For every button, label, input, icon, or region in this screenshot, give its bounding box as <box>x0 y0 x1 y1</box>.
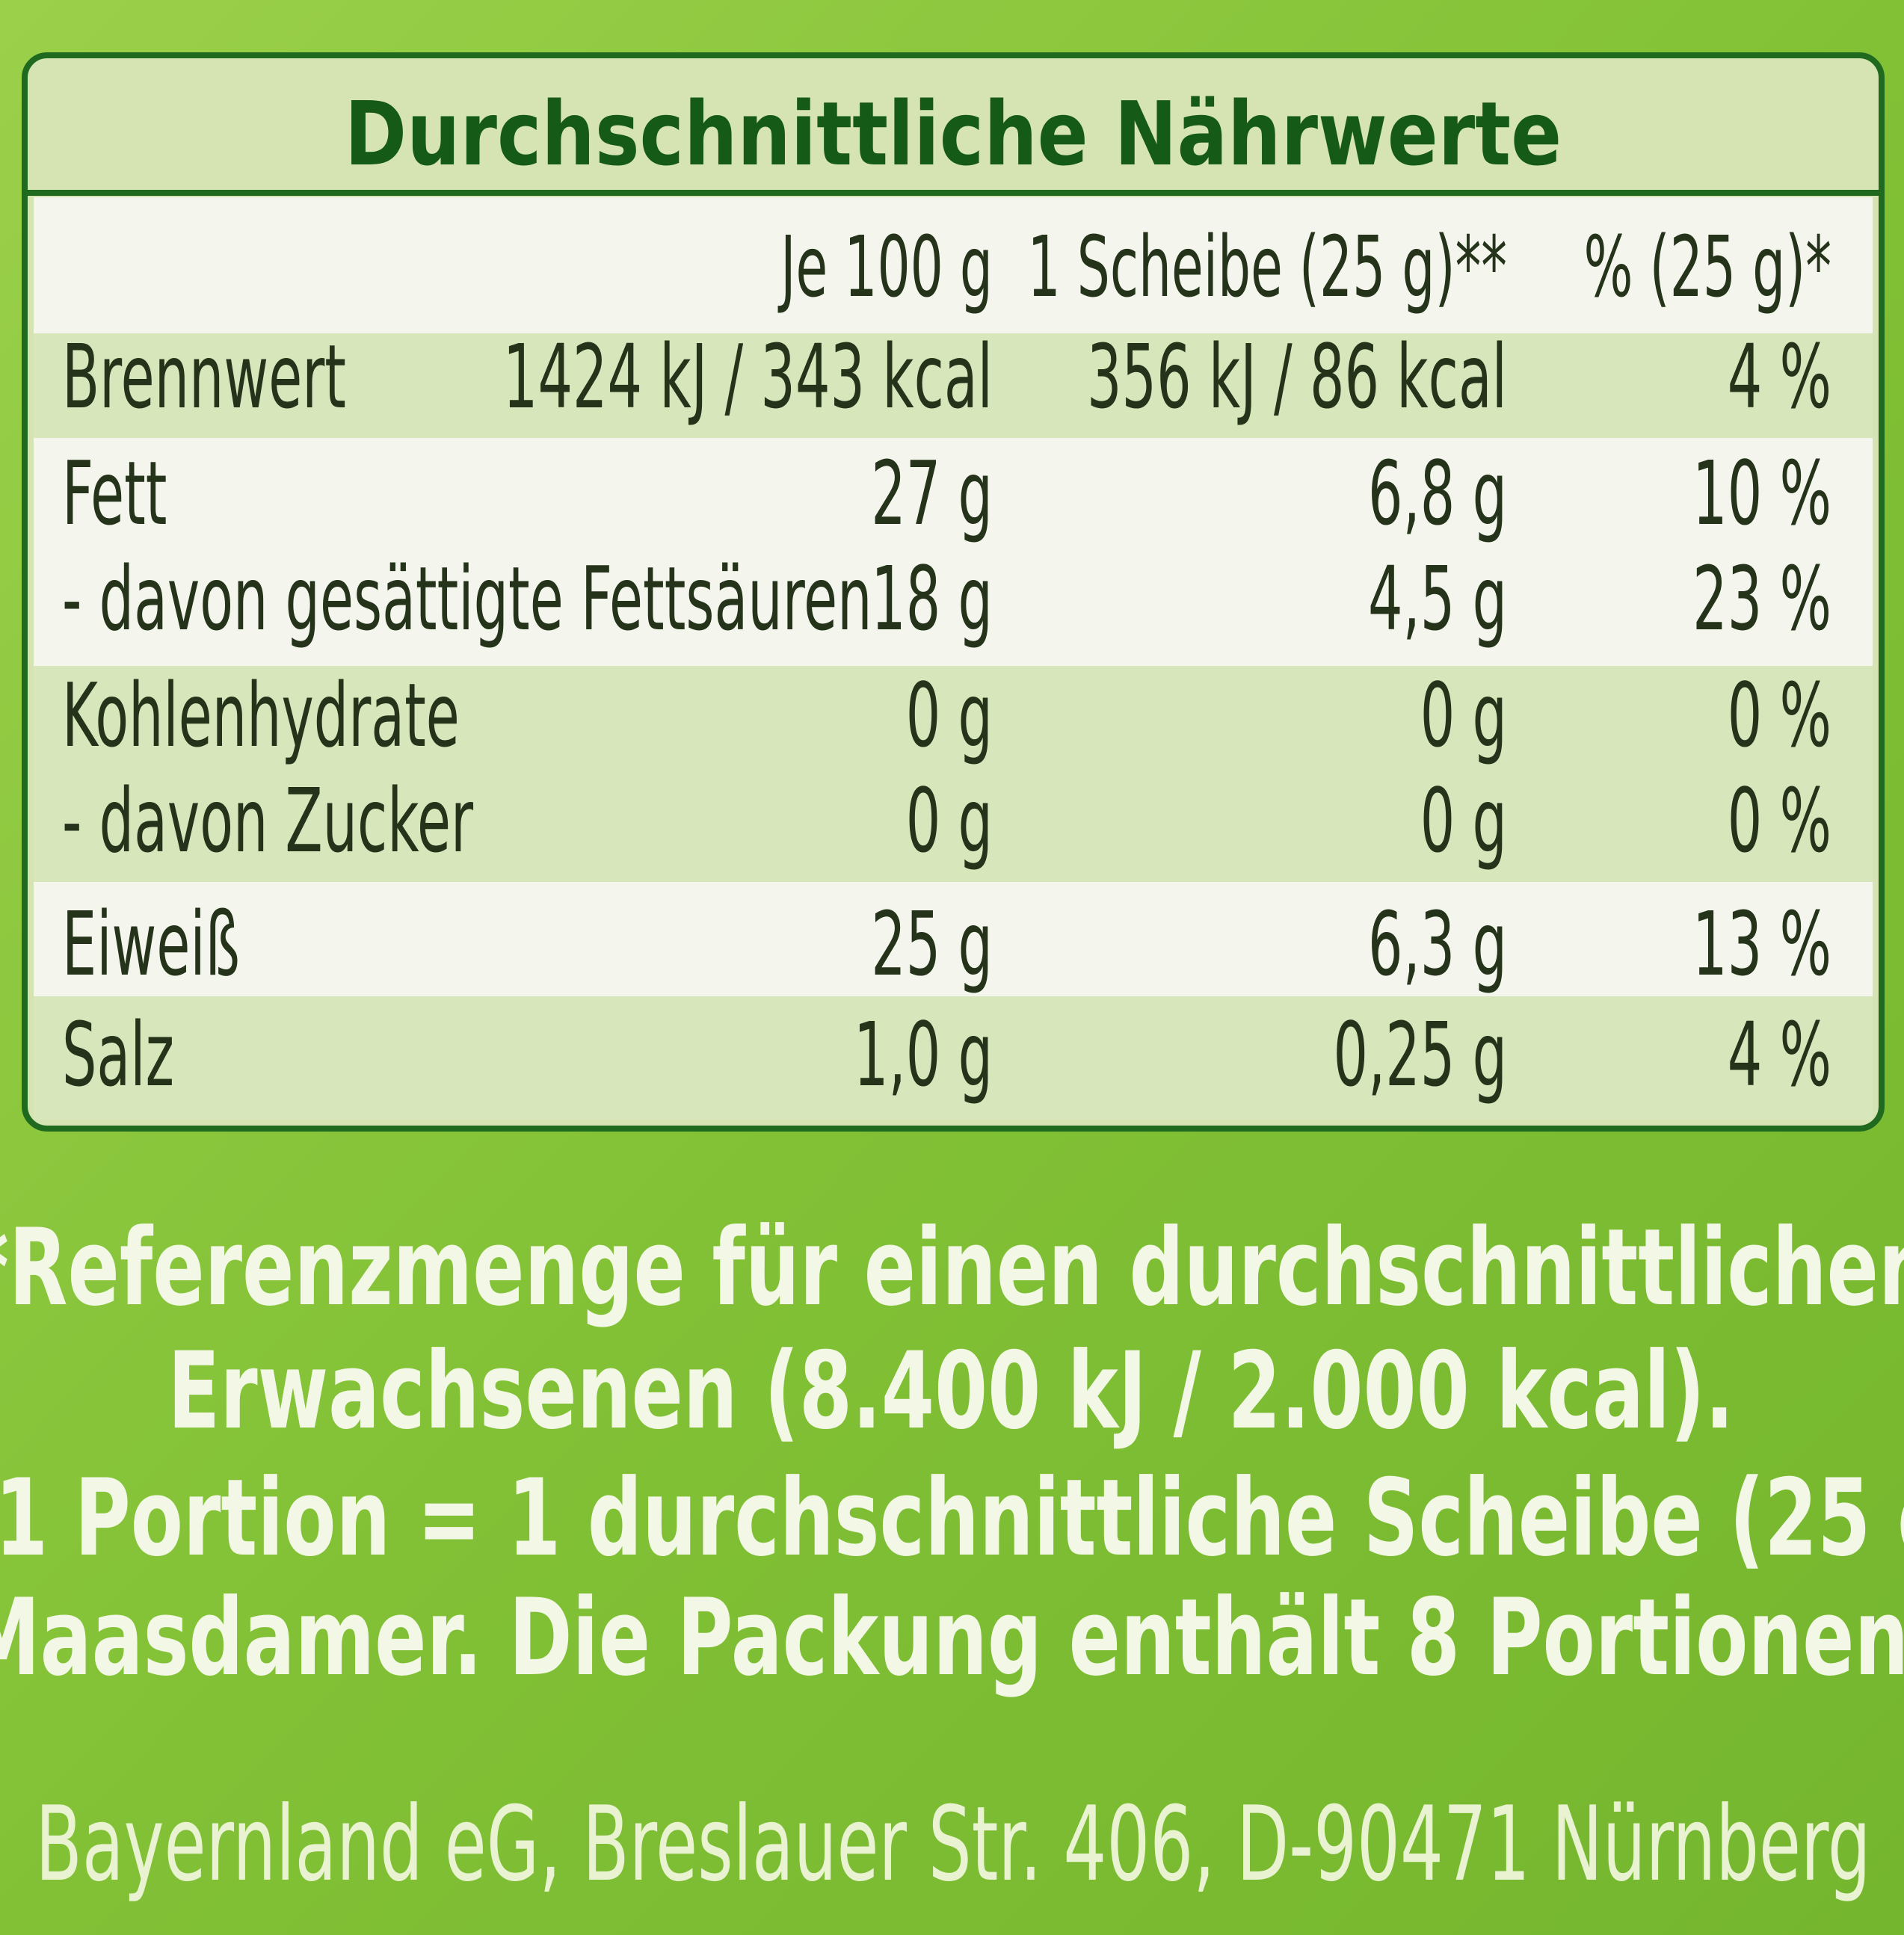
cell-wrap: 25 g <box>871 894 993 996</box>
footnote-wrap: Maasdamer. Die Packung enthält 8 Portion… <box>0 1576 1904 1700</box>
cell-wrap: 10 % <box>1692 443 1831 546</box>
cell-wrap: 27 g <box>871 443 993 546</box>
cell-wrap: 4,5 g <box>1368 549 1507 651</box>
footnote: **1 Portion = 1 durchschnittliche Scheib… <box>0 1457 1904 1580</box>
row-label: Kohlenhydrate <box>62 665 460 768</box>
cell-wrap: 6,8 g <box>1368 443 1507 546</box>
cell-wrap: 356 kJ / 86 kcal <box>1087 327 1507 429</box>
cell: 23 % <box>1692 549 1831 651</box>
row-bg <box>34 666 1873 882</box>
row-bg <box>34 996 1873 1120</box>
cell-wrap: 0 g <box>906 771 993 873</box>
cell: 1,0 g <box>854 1004 993 1107</box>
cell-wrap: 0 % <box>1728 771 1831 873</box>
cell: 13 % <box>1692 894 1831 996</box>
column-header: % (25 g)* <box>1584 219 1831 316</box>
cell-wrap: 4 % <box>1728 327 1831 429</box>
cell: 0 % <box>1728 771 1831 873</box>
footnote-wrap: Erwachsenen (8.400 kJ / 2.000 kcal). <box>167 1330 1734 1453</box>
row-label: Eiweiß <box>62 894 240 996</box>
footnote: *Referenzmenge für einen durchschnittlic… <box>0 1206 1904 1330</box>
address-wrap: Bayernland eG, Breslauer Str. 406, D-904… <box>35 1783 1870 1904</box>
cell: 4 % <box>1728 1004 1831 1107</box>
content: Durchschnittliche Nährwerte Je 100 g 1 Sch… <box>0 82 1904 1904</box>
column-header-wrap: Je 100 g <box>777 219 993 316</box>
cell: 10 % <box>1692 443 1831 546</box>
address: Bayernland eG, Breslauer Str. 406, D-904… <box>35 1783 1870 1904</box>
cell: 356 kJ / 86 kcal <box>1087 327 1507 429</box>
row-label-wrap: - davon gesättigte Fettsäuren <box>62 549 872 651</box>
cell: 25 g <box>871 894 993 996</box>
title-wrap: Durchschnittliche Nährwerte <box>345 82 1562 185</box>
row-label: Fett <box>62 443 167 546</box>
row-bg <box>34 438 1873 666</box>
cell: 0,25 g <box>1333 1004 1507 1107</box>
cell: 0 g <box>906 665 993 768</box>
row-label: - davon gesättigte Fettsäuren <box>62 549 872 651</box>
cell: 27 g <box>871 443 993 546</box>
row-bg <box>34 197 1873 333</box>
row-bg <box>34 333 1873 438</box>
cell-wrap: 18 g <box>871 549 993 651</box>
cell-wrap: 23 % <box>1692 549 1831 651</box>
column-header-wrap: % (25 g)* <box>1584 219 1831 316</box>
cell: 6,3 g <box>1368 894 1507 996</box>
footnote: Erwachsenen (8.400 kJ / 2.000 kcal). <box>167 1330 1734 1453</box>
row-bg <box>34 882 1873 996</box>
cell-wrap: 1424 kJ / 343 kcal <box>503 327 993 429</box>
column-header-wrap: 1 Scheibe (25 g)** <box>1028 219 1507 316</box>
cell: 0 g <box>906 771 993 873</box>
cell-wrap: 4 % <box>1728 1004 1831 1107</box>
cell: 0 % <box>1728 665 1831 768</box>
row-label: Salz <box>62 1004 174 1107</box>
cell: 4,5 g <box>1368 549 1507 651</box>
row-label-wrap: Kohlenhydrate <box>62 665 460 768</box>
column-header: 1 Scheibe (25 g)** <box>1028 219 1507 316</box>
cell-wrap: 0 % <box>1728 665 1831 768</box>
cell-wrap: 0 g <box>906 665 993 768</box>
footnote-wrap: **1 Portion = 1 durchschnittliche Scheib… <box>0 1457 1904 1580</box>
title: Durchschnittliche Nährwerte <box>345 82 1562 185</box>
row-label-wrap: Salz <box>62 1004 174 1107</box>
cell: 6,8 g <box>1368 443 1507 546</box>
cell-wrap: 13 % <box>1692 894 1831 996</box>
cell-wrap: 6,3 g <box>1368 894 1507 996</box>
cell: 0 g <box>1420 771 1507 873</box>
cell: 4 % <box>1728 327 1831 429</box>
cell: 0 g <box>1420 665 1507 768</box>
cell-wrap: 0,25 g <box>1333 1004 1507 1107</box>
cell-wrap: 0 g <box>1420 665 1507 768</box>
row-label: - davon Zucker <box>62 771 474 873</box>
column-header: Je 100 g <box>777 219 993 316</box>
footnote-wrap: *Referenzmenge für einen durchschnittlic… <box>0 1206 1904 1330</box>
row-label-wrap: Brennwert <box>62 327 346 429</box>
cell: 1424 kJ / 343 kcal <box>503 327 993 429</box>
row-label-wrap: - davon Zucker <box>62 771 474 873</box>
cell-wrap: 0 g <box>1420 771 1507 873</box>
row-label-wrap: Fett <box>62 443 167 546</box>
footnote: Maasdamer. Die Packung enthält 8 Portion… <box>0 1576 1904 1700</box>
cell-wrap: 1,0 g <box>854 1004 993 1107</box>
row-label: Brennwert <box>62 327 346 429</box>
row-label-wrap: Eiweiß <box>62 894 240 996</box>
cell: 18 g <box>871 549 993 651</box>
